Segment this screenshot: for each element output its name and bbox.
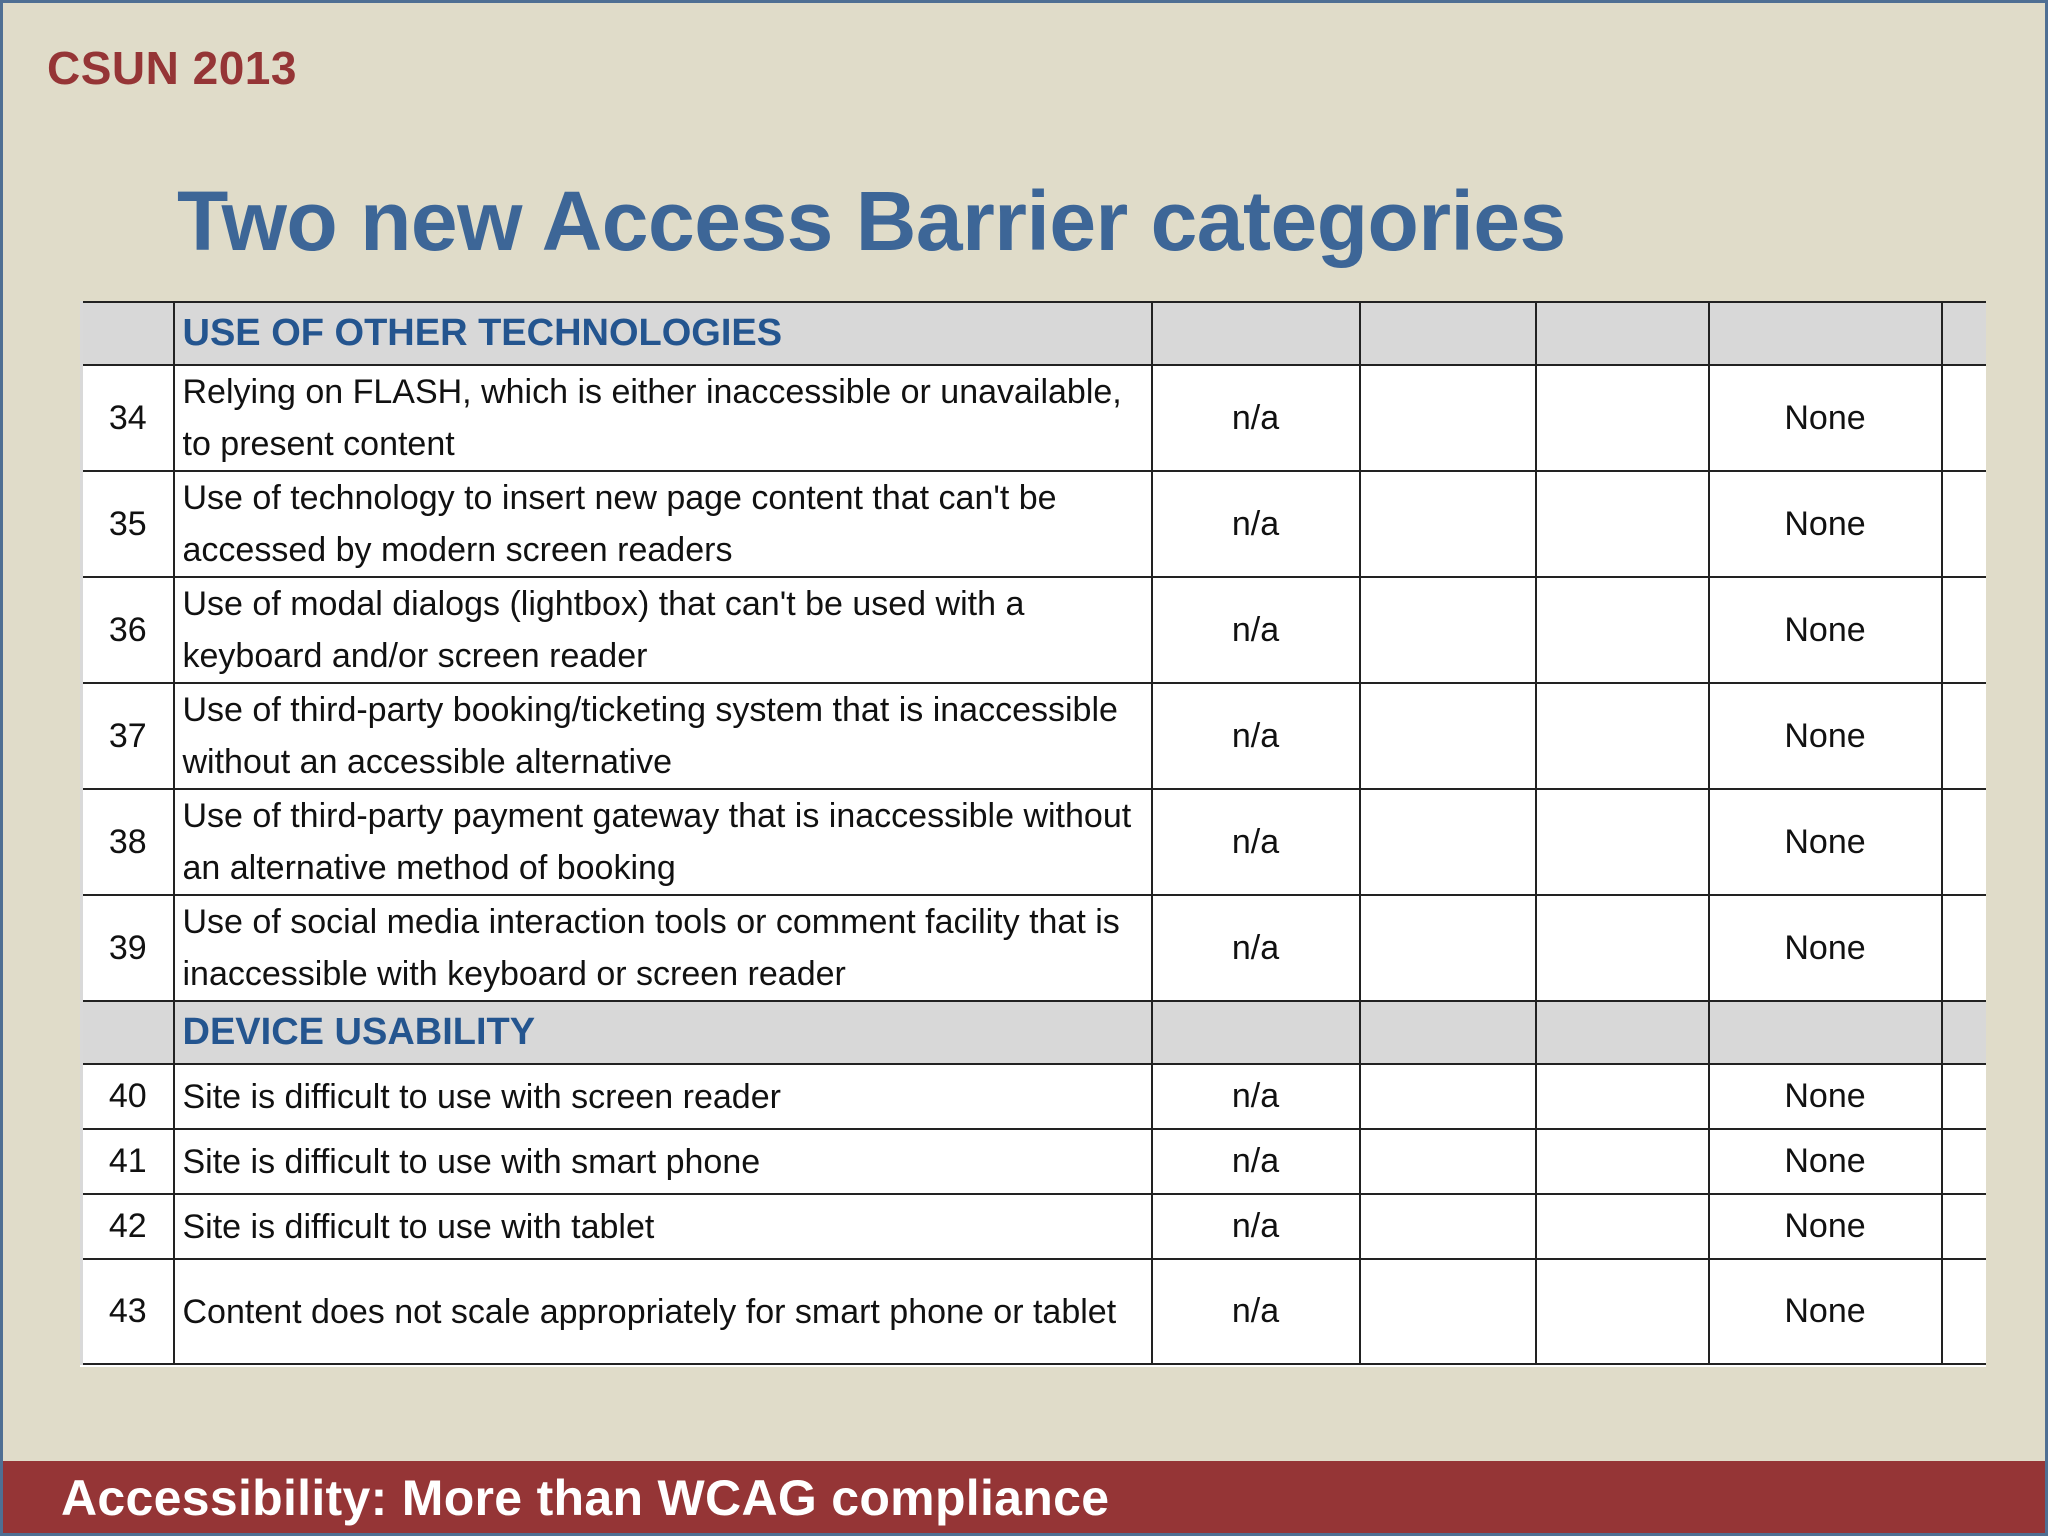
- empty-cell: [1940, 576, 1986, 684]
- row-number: 36: [80, 576, 175, 684]
- table-row: 40 Site is difficult to use with screen …: [80, 1063, 1986, 1130]
- applicability-cell: n/a: [1150, 1193, 1361, 1260]
- table-row: 36 Use of modal dialogs (lightbox) that …: [80, 576, 1986, 684]
- barrier-description: Use of modal dialogs (lightbox) that can…: [172, 576, 1153, 684]
- empty-cell: [1358, 682, 1537, 790]
- row-number: 43: [80, 1258, 175, 1365]
- table-row: 41 Site is difficult to use with smart p…: [80, 1128, 1986, 1195]
- empty-cell: [1358, 470, 1537, 578]
- result-cell: None: [1707, 894, 1943, 1002]
- table-row: 37 Use of third-party booking/ticketing …: [80, 682, 1986, 790]
- slide-title: Two new Access Barrier categories: [177, 174, 1566, 268]
- table-row: 38 Use of third-party payment gateway th…: [80, 788, 1986, 896]
- barrier-description: Site is difficult to use with tablet: [172, 1193, 1153, 1260]
- result-cell: None: [1707, 1128, 1943, 1195]
- result-cell: None: [1707, 470, 1943, 578]
- empty-cell: [1358, 1193, 1537, 1260]
- empty-cell: [1534, 1128, 1710, 1195]
- empty-cell: [1358, 1063, 1537, 1130]
- row-number: 37: [80, 682, 175, 790]
- row-number: 40: [80, 1063, 175, 1130]
- barrier-description: Use of technology to insert new page con…: [172, 470, 1153, 578]
- empty-cell: [1534, 470, 1710, 578]
- applicability-cell: n/a: [1150, 576, 1361, 684]
- empty-cell: [1358, 576, 1537, 684]
- empty-cell: [1534, 1193, 1710, 1260]
- table-row: 42 Site is difficult to use with tablet …: [80, 1193, 1986, 1260]
- empty-cell: [1940, 1258, 1986, 1365]
- row-number: 42: [80, 1193, 175, 1260]
- footer-text: Accessibility: More than WCAG compliance: [61, 1470, 1110, 1526]
- row-number: 38: [80, 788, 175, 896]
- barrier-description: Content does not scale appropriately for…: [172, 1258, 1153, 1365]
- barrier-description: Use of third-party booking/ticketing sys…: [172, 682, 1153, 790]
- empty-cell: [1358, 1258, 1537, 1365]
- result-cell: None: [1707, 1063, 1943, 1130]
- table-row: 39 Use of social media interaction tools…: [80, 894, 1986, 1002]
- applicability-cell: n/a: [1150, 470, 1361, 578]
- empty-cell: [1534, 364, 1710, 472]
- row-number: 34: [80, 364, 175, 472]
- section-header-row: DEVICE USABILITY: [80, 1000, 1986, 1065]
- section-header-row: USE OF OTHER TECHNOLOGIES: [80, 301, 1986, 366]
- empty-cell: [1940, 788, 1986, 896]
- empty-cell: [1534, 576, 1710, 684]
- barrier-description: Site is difficult to use with smart phon…: [172, 1128, 1153, 1195]
- row-number: 39: [80, 894, 175, 1002]
- result-cell: None: [1707, 682, 1943, 790]
- applicability-cell: n/a: [1150, 364, 1361, 472]
- barrier-description: Use of social media interaction tools or…: [172, 894, 1153, 1002]
- table-row: 35 Use of technology to insert new page …: [80, 470, 1986, 578]
- empty-cell: [1534, 788, 1710, 896]
- barrier-description: Site is difficult to use with screen rea…: [172, 1063, 1153, 1130]
- empty-cell: [1940, 1193, 1986, 1260]
- barrier-table: USE OF OTHER TECHNOLOGIES 34 Relying on …: [80, 301, 1986, 1365]
- empty-cell: [1534, 682, 1710, 790]
- barrier-description: Use of third-party payment gateway that …: [172, 788, 1153, 896]
- empty-cell: [1940, 364, 1986, 472]
- empty-cell: [1940, 1128, 1986, 1195]
- barrier-description: Relying on FLASH, which is either inacce…: [172, 364, 1153, 472]
- table-row: 34 Relying on FLASH, which is either ina…: [80, 364, 1986, 472]
- empty-cell: [1358, 788, 1537, 896]
- applicability-cell: n/a: [1150, 1258, 1361, 1365]
- table-row: 43 Content does not scale appropriately …: [80, 1258, 1986, 1365]
- empty-cell: [1358, 1128, 1537, 1195]
- applicability-cell: n/a: [1150, 1128, 1361, 1195]
- section-title: DEVICE USABILITY: [172, 1000, 1153, 1065]
- empty-cell: [1940, 682, 1986, 790]
- empty-cell: [1358, 894, 1537, 1002]
- result-cell: None: [1707, 576, 1943, 684]
- row-number: 41: [80, 1128, 175, 1195]
- empty-cell: [1534, 894, 1710, 1002]
- empty-cell: [1534, 1258, 1710, 1365]
- row-number: 35: [80, 470, 175, 578]
- empty-cell: [1940, 1063, 1986, 1130]
- section-title: USE OF OTHER TECHNOLOGIES: [172, 301, 1153, 366]
- result-cell: None: [1707, 364, 1943, 472]
- result-cell: None: [1707, 1193, 1943, 1260]
- empty-cell: [1940, 470, 1986, 578]
- applicability-cell: n/a: [1150, 1063, 1361, 1130]
- barrier-table-container: USE OF OTHER TECHNOLOGIES 34 Relying on …: [80, 301, 1986, 1367]
- applicability-cell: n/a: [1150, 788, 1361, 896]
- result-cell: None: [1707, 788, 1943, 896]
- applicability-cell: n/a: [1150, 894, 1361, 1002]
- empty-cell: [1940, 894, 1986, 1002]
- conference-label: CSUN 2013: [47, 42, 297, 94]
- result-cell: None: [1707, 1258, 1943, 1365]
- empty-cell: [1358, 364, 1537, 472]
- footer-bar: Accessibility: More than WCAG compliance: [3, 1461, 2045, 1533]
- applicability-cell: n/a: [1150, 682, 1361, 790]
- empty-cell: [1534, 1063, 1710, 1130]
